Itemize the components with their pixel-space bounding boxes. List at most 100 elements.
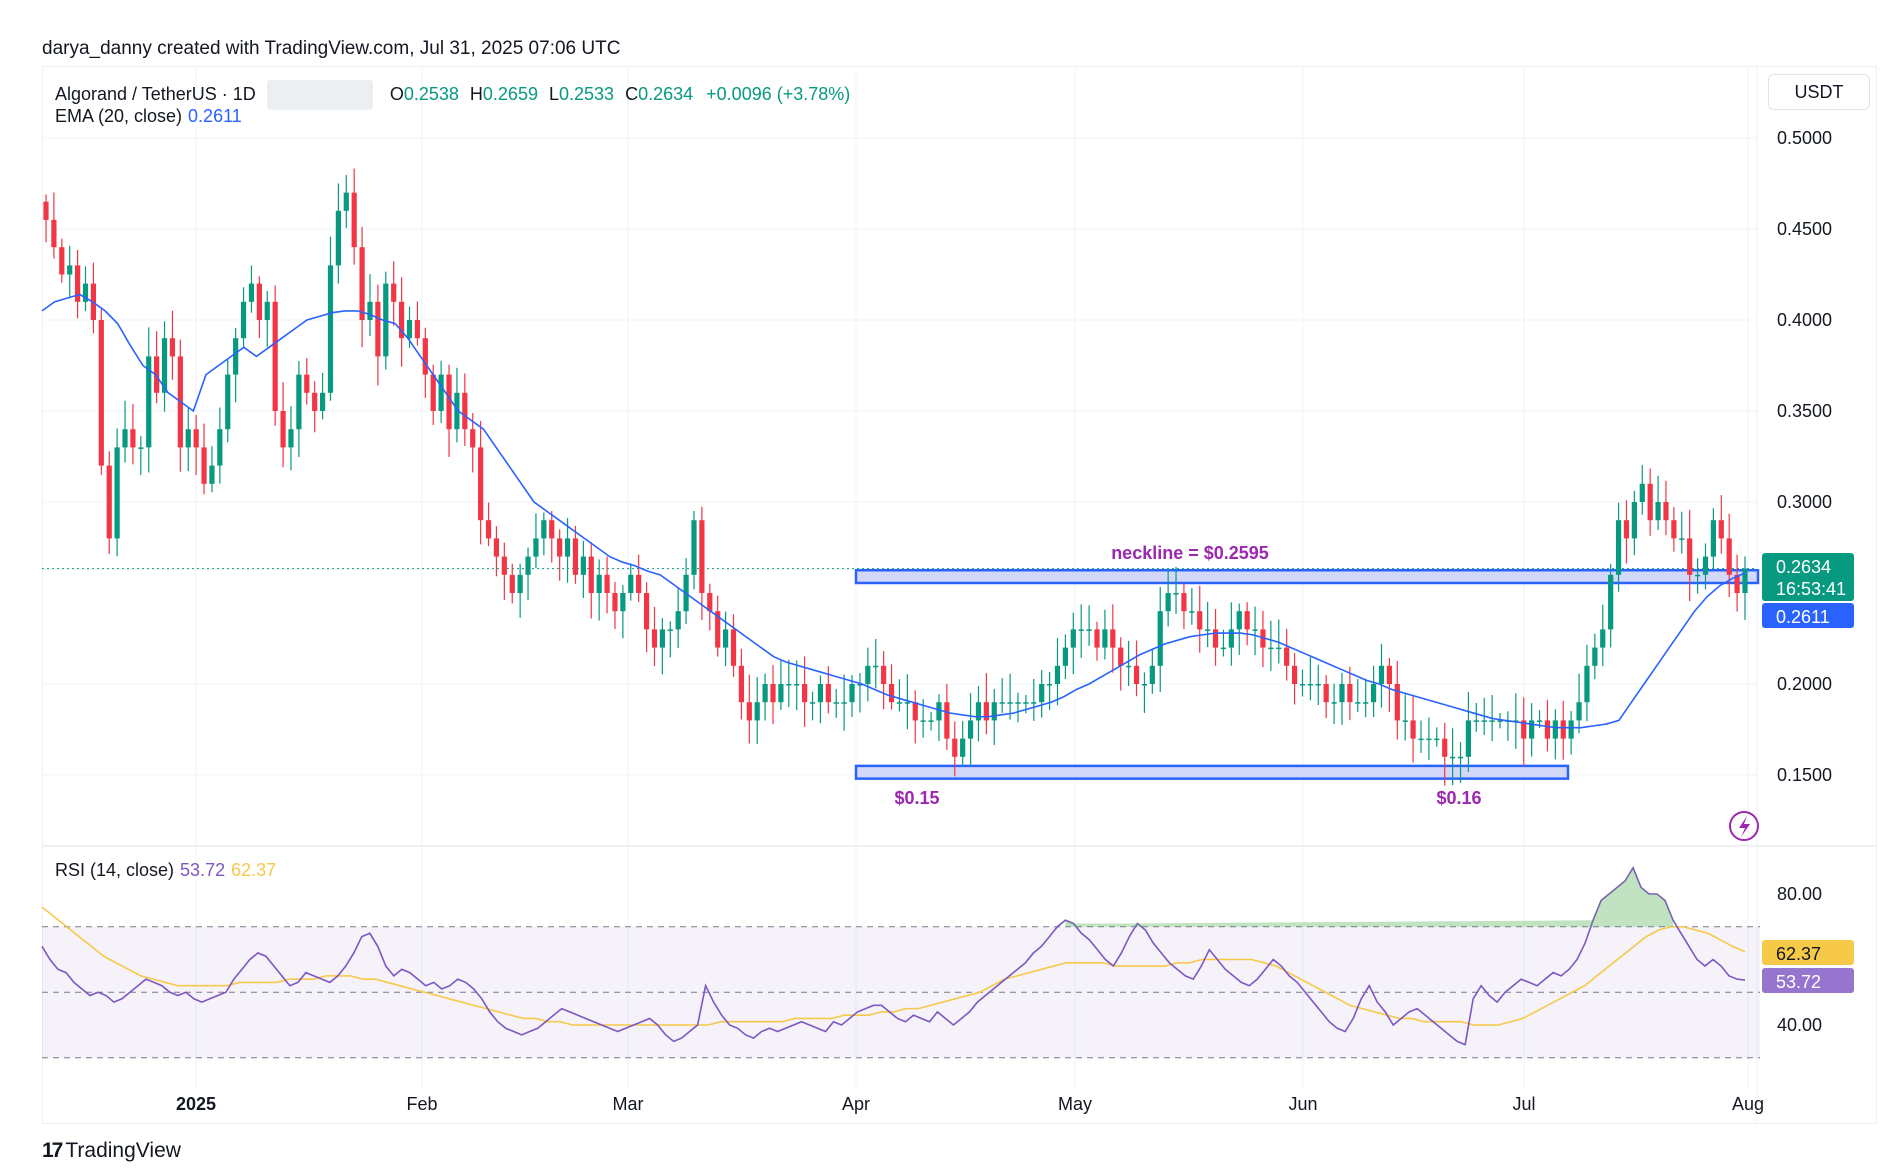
candle-body — [1457, 756, 1464, 759]
candle-body — [1315, 684, 1321, 686]
candle-body — [1110, 629, 1116, 648]
candle-body — [920, 720, 926, 722]
candle-body — [1536, 720, 1543, 722]
candle-body — [1347, 684, 1353, 703]
candle-body — [667, 629, 673, 631]
candle-body — [1307, 684, 1313, 686]
rsi-ma-value: 62.37 — [231, 860, 277, 880]
candle-body — [881, 665, 887, 684]
candle-body — [1070, 629, 1076, 648]
candle-body — [1481, 720, 1487, 722]
candle-body — [517, 574, 523, 593]
candle-body — [888, 684, 895, 703]
candle-body — [549, 520, 555, 539]
candle-body — [1339, 684, 1345, 703]
currency-selector-button[interactable]: USDT — [1768, 74, 1870, 110]
candle-body — [406, 320, 413, 339]
ema-series — [41, 293, 1746, 729]
candle-body — [865, 665, 871, 684]
candle-body — [1023, 702, 1029, 704]
candle-body — [501, 556, 507, 575]
candle-body — [1655, 502, 1661, 521]
candle-body — [201, 447, 207, 484]
candle-body — [620, 593, 626, 612]
candle-body — [715, 611, 721, 648]
ema-legend[interactable]: EMA (20, close) 0.2611 — [55, 106, 242, 127]
candle-body — [146, 356, 152, 448]
candle-body — [628, 574, 634, 593]
candle-body — [351, 192, 357, 248]
candle-body — [580, 556, 586, 575]
candle-body — [1189, 611, 1195, 613]
candle-body — [746, 702, 752, 721]
rsi-ma-badge-bg — [1762, 940, 1854, 965]
candle-body — [1276, 647, 1282, 650]
rsi-tick-label: 40.00 — [1777, 1015, 1822, 1035]
candle-body — [612, 593, 618, 612]
candle-body — [98, 320, 104, 466]
candle-body — [1015, 702, 1021, 704]
candle-body — [1679, 538, 1685, 540]
time-axis: 2025 Feb Mar Apr May Jun Jul Aug — [176, 1094, 1764, 1114]
candle-body — [643, 593, 650, 630]
candle-body — [185, 429, 191, 448]
candle-body — [809, 702, 816, 704]
candle-body — [240, 301, 247, 339]
lightning-icon — [1729, 811, 1759, 841]
candle-body — [233, 338, 239, 375]
candle-body — [723, 629, 729, 648]
candle-body — [1450, 756, 1456, 759]
chart-annotations: neckline = $0.2595 $0.15 $0.16 — [894, 543, 1481, 808]
rsi-legend[interactable]: RSI (14, close) 53.72 62.37 — [55, 860, 276, 881]
candle-body — [659, 629, 665, 648]
candle-body — [1086, 629, 1092, 631]
candle-body — [193, 429, 199, 448]
candle-body — [493, 538, 500, 557]
candle-body — [533, 538, 539, 557]
candle-body — [983, 702, 989, 721]
symbol-name[interactable]: Algorand / TetherUS · 1D — [55, 83, 256, 104]
candle-body — [564, 538, 571, 557]
candle-body — [588, 556, 594, 593]
tradingview-mark-icon: 17 — [42, 1139, 63, 1162]
candle-body — [1647, 483, 1653, 521]
candle-body — [1252, 629, 1258, 631]
candle-body — [896, 702, 903, 704]
candle-body — [1710, 520, 1716, 557]
candle-body — [738, 665, 745, 703]
candle-body — [1529, 720, 1535, 739]
candle-body — [75, 265, 81, 302]
candle-body — [1465, 720, 1472, 757]
candle-body — [1489, 720, 1495, 722]
candle-body — [470, 429, 476, 448]
candle-body — [817, 684, 824, 703]
candle-body — [691, 520, 697, 575]
candle-body — [975, 702, 982, 721]
candle-body — [952, 738, 958, 757]
rsi-value: 53.72 — [180, 860, 226, 880]
candle-body — [525, 556, 531, 575]
candle-body — [319, 392, 326, 411]
candle-body — [849, 684, 855, 703]
candle-body — [272, 301, 278, 411]
candle-body — [1126, 665, 1132, 668]
high-value: 0.2659 — [482, 83, 538, 104]
price-tick-label: 0.4000 — [1777, 310, 1832, 330]
candle-body — [1497, 720, 1503, 722]
candle-body — [430, 374, 436, 411]
candle-body — [256, 283, 262, 320]
support-resistance-zones — [42, 568, 1760, 780]
tradingview-logo[interactable]: 17 TradingView — [42, 1139, 181, 1163]
candle-body — [478, 447, 484, 521]
candle-body — [43, 201, 49, 220]
candle-body — [1702, 556, 1709, 575]
candle-body — [1694, 574, 1701, 577]
candle-body — [1173, 593, 1179, 595]
candle-body — [778, 684, 784, 703]
candle-body — [786, 684, 792, 686]
candle-body — [391, 283, 397, 302]
rsi-axis: 80.00 40.00 — [1777, 884, 1822, 1035]
candle-body — [1426, 738, 1432, 741]
